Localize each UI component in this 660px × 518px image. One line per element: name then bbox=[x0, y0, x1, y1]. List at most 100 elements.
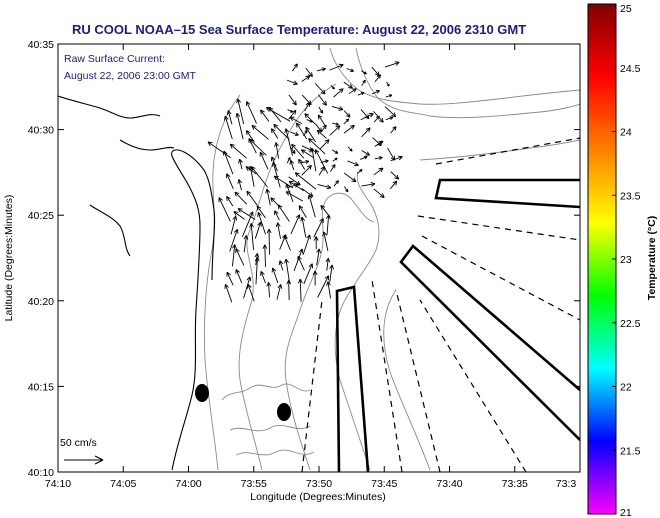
current-vector bbox=[235, 269, 243, 284]
current-vector bbox=[301, 159, 310, 164]
current-vector bbox=[275, 222, 281, 239]
buoy-marker-west bbox=[195, 384, 209, 402]
current-vector bbox=[384, 61, 400, 68]
current-vector bbox=[236, 98, 245, 125]
current-vector bbox=[218, 197, 231, 222]
current-vector bbox=[313, 218, 324, 238]
current-vector bbox=[331, 105, 344, 111]
current-vector bbox=[229, 143, 247, 159]
current-vector bbox=[243, 235, 249, 253]
current-vector bbox=[260, 109, 270, 122]
current-vector bbox=[238, 158, 243, 170]
current-vector bbox=[317, 275, 330, 298]
map-layer bbox=[58, 47, 580, 472]
current-vector bbox=[343, 118, 350, 125]
current-vector bbox=[329, 63, 344, 71]
colorbar-tick-label: 23 bbox=[620, 254, 632, 266]
current-vector bbox=[290, 131, 299, 136]
current-vector bbox=[373, 188, 385, 199]
current-vector bbox=[361, 182, 376, 187]
y-tick-label: 40:15 bbox=[28, 381, 54, 393]
current-vector bbox=[329, 125, 341, 136]
current-vector bbox=[325, 214, 331, 236]
current-vector bbox=[262, 244, 268, 267]
current-vector bbox=[243, 276, 252, 299]
current-vector bbox=[257, 212, 266, 235]
current-vector bbox=[333, 180, 339, 187]
current-vector bbox=[266, 228, 272, 255]
current-vector bbox=[249, 223, 254, 250]
current-vector bbox=[304, 113, 316, 125]
current-vector bbox=[270, 128, 279, 139]
current-vector bbox=[224, 115, 233, 140]
current-vector bbox=[384, 106, 397, 118]
current-vector bbox=[294, 172, 317, 190]
current-vector bbox=[298, 158, 306, 170]
current-vector bbox=[278, 260, 284, 271]
inset-line-1: Raw Surface Current: bbox=[64, 53, 165, 65]
current-vector bbox=[390, 171, 400, 180]
current-vector bbox=[273, 175, 294, 189]
current-vector bbox=[237, 179, 243, 191]
current-vector bbox=[273, 123, 290, 140]
current-vector bbox=[285, 183, 294, 203]
current-vector bbox=[256, 205, 266, 219]
current-vector bbox=[361, 79, 366, 87]
current-vector bbox=[301, 188, 314, 197]
y-tick-label: 40:25 bbox=[28, 210, 54, 222]
buoy-marker-east bbox=[277, 403, 291, 421]
x-tick-label: 73:3 bbox=[556, 478, 577, 490]
colorbar bbox=[587, 3, 617, 515]
current-vector bbox=[288, 94, 297, 106]
current-vector bbox=[223, 150, 234, 175]
current-vector bbox=[305, 67, 313, 78]
current-vector bbox=[290, 214, 301, 235]
current-vector bbox=[271, 267, 279, 284]
bathymetry-contours bbox=[203, 47, 580, 471]
current-vector bbox=[374, 156, 383, 160]
current-vector bbox=[259, 151, 269, 170]
current-vector bbox=[343, 110, 351, 118]
current-vector bbox=[241, 211, 254, 237]
current-vector bbox=[233, 211, 245, 220]
y-tick-label: 40:10 bbox=[28, 467, 54, 479]
current-vector bbox=[285, 191, 304, 202]
current-vector bbox=[287, 183, 299, 189]
inset-line-2: August 22, 2006 23:00 GMT bbox=[64, 70, 197, 82]
current-vector bbox=[297, 255, 305, 271]
current-vector bbox=[319, 139, 330, 150]
current-vector bbox=[348, 88, 357, 95]
colorbar-tick-label: 22 bbox=[620, 382, 632, 394]
current-vector bbox=[303, 263, 314, 285]
colorbar-tick-label: 25 bbox=[620, 3, 632, 15]
current-vector bbox=[346, 68, 354, 72]
current-vector bbox=[283, 235, 291, 251]
shipping-channels bbox=[335, 178, 580, 472]
current-vector bbox=[231, 244, 237, 267]
current-vector bbox=[329, 264, 334, 283]
x-tick-label: 74:10 bbox=[45, 478, 71, 490]
x-tick-label: 73:55 bbox=[241, 478, 267, 490]
current-vector bbox=[318, 166, 325, 176]
current-vector bbox=[317, 114, 327, 128]
current-vector bbox=[245, 101, 257, 124]
current-vector bbox=[302, 234, 311, 256]
figure-title: RU COOL NOAA–15 Sea Surface Temperature:… bbox=[72, 22, 526, 37]
current-vector bbox=[332, 122, 339, 126]
current-vector bbox=[312, 270, 318, 286]
current-vector bbox=[301, 75, 311, 82]
current-vector bbox=[286, 279, 292, 300]
current-vector bbox=[308, 138, 326, 155]
colorbar-tick-label: 22.5 bbox=[620, 318, 641, 330]
colorbar-ticks: 25 24.5 24 23.5 23 22.5 22 21.5 21 bbox=[612, 3, 641, 518]
current-vector bbox=[371, 89, 380, 95]
scale-arrow bbox=[64, 455, 104, 465]
current-vector bbox=[226, 110, 233, 125]
current-vector bbox=[322, 231, 329, 251]
y-tick-label: 40:35 bbox=[28, 39, 54, 51]
current-vector bbox=[356, 169, 363, 174]
current-vector bbox=[224, 284, 233, 303]
current-vector bbox=[296, 122, 308, 140]
current-vector bbox=[290, 146, 296, 154]
current-vector bbox=[265, 188, 271, 206]
